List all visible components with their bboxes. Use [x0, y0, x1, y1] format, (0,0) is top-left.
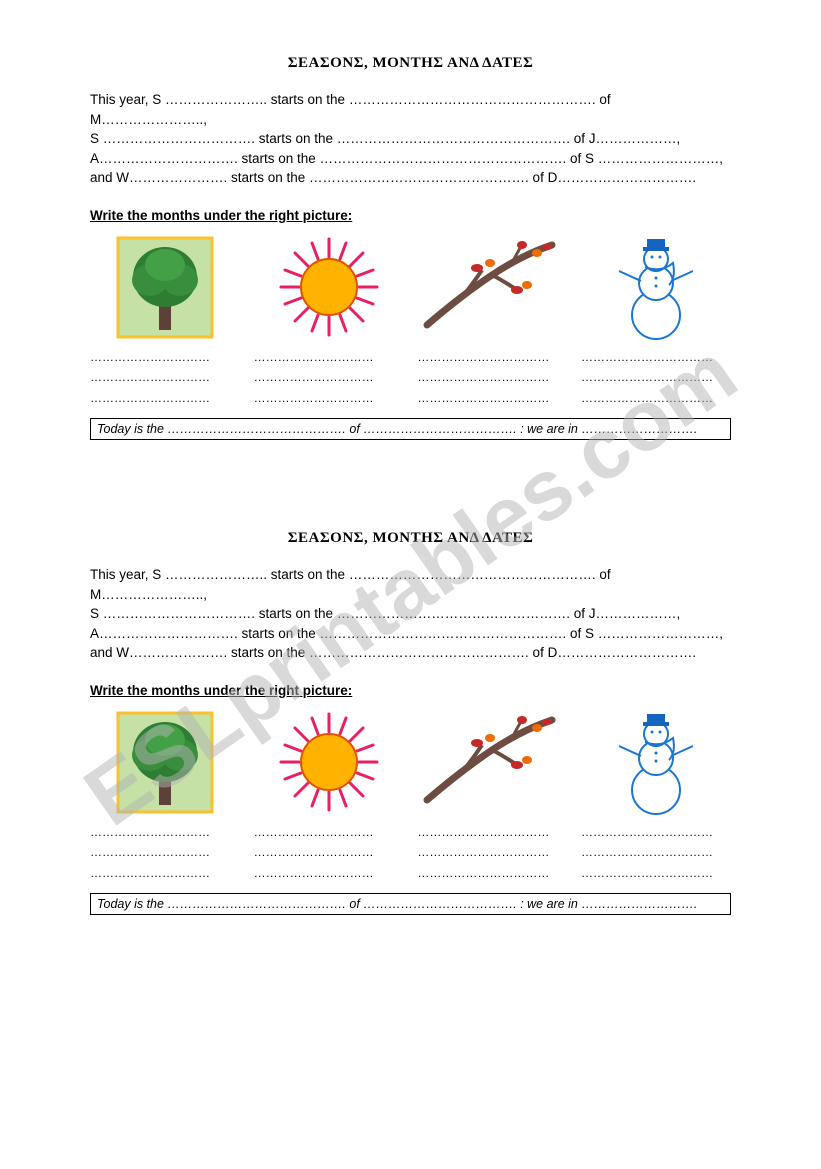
fill-line-2: S ……………………………. starts on the ………………………………: [90, 129, 731, 149]
blank-line: …………………………: [90, 367, 240, 387]
blank-line: ……………………………: [581, 863, 731, 883]
blank-line: …………………………: [254, 367, 404, 387]
blank-line: ……………………………: [417, 822, 567, 842]
summer-sun-icon: [274, 233, 384, 343]
today-box: Today is the ……………………………………. of ………………………: [90, 893, 731, 915]
answer-lines-autumn: …………………………… …………………………… ……………………………: [417, 347, 567, 408]
fill-in-paragraph: This year, S ………………….. starts on the …………: [90, 565, 731, 663]
answer-lines-winter: …………………………… …………………………… ……………………………: [581, 347, 731, 408]
blank-line: ……………………………: [581, 822, 731, 842]
worksheet-block-2: ΣΕΑΣΟΝΣ, ΜΟΝΤΗΣ ΑΝΔ ΔΑΤΕΣ This year, S ……: [90, 530, 731, 915]
picture-cell-winter: …………………………… …………………………… ……………………………: [581, 233, 731, 408]
blank-line: …………………………: [90, 842, 240, 862]
pictures-row: ………………………… ………………………… …………………………: [90, 233, 731, 408]
answer-lines-spring: ………………………… ………………………… …………………………: [90, 822, 240, 883]
fill-line-1: This year, S ………………….. starts on the …………: [90, 90, 731, 129]
instruction-text: Write the months under the right picture…: [90, 683, 731, 698]
fill-line-1: This year, S ………………….. starts on the …………: [90, 565, 731, 604]
picture-cell-autumn: …………………………… …………………………… ……………………………: [417, 708, 567, 883]
blank-line: ……………………………: [417, 842, 567, 862]
answer-lines-summer: ………………………… ………………………… …………………………: [254, 822, 404, 883]
blank-line: ……………………………: [417, 367, 567, 387]
picture-cell-winter: …………………………… …………………………… ……………………………: [581, 708, 731, 883]
answer-lines-autumn: …………………………… …………………………… ……………………………: [417, 822, 567, 883]
blank-line: ……………………………: [581, 388, 731, 408]
blank-line: …………………………: [254, 863, 404, 883]
answer-lines-winter: …………………………… …………………………… ……………………………: [581, 822, 731, 883]
blank-line: ……………………………: [417, 347, 567, 367]
blank-line: …………………………: [90, 863, 240, 883]
fill-line-4: and W…………………. starts on the …………………………………: [90, 168, 731, 188]
worksheet-block-1: ΣΕΑΣΟΝΣ, ΜΟΝΤΗΣ ΑΝΔ ΔΑΤΕΣ This year, S ……: [90, 55, 731, 440]
picture-cell-spring: ………………………… ………………………… …………………………: [90, 708, 240, 883]
spring-tree-icon: [115, 233, 215, 343]
blank-line: …………………………: [254, 388, 404, 408]
summer-sun-icon: [274, 708, 384, 818]
autumn-branch-icon: [422, 233, 562, 343]
winter-snowman-icon: [601, 233, 711, 343]
blank-line: …………………………: [254, 347, 404, 367]
fill-in-paragraph: This year, S ………………….. starts on the …………: [90, 90, 731, 188]
spring-tree-icon: [115, 708, 215, 818]
worksheet-title: ΣΕΑΣΟΝΣ, ΜΟΝΤΗΣ ΑΝΔ ΔΑΤΕΣ: [90, 530, 731, 547]
blank-line: ……………………………: [581, 347, 731, 367]
blank-line: ……………………………: [581, 367, 731, 387]
instruction-text: Write the months under the right picture…: [90, 208, 731, 223]
blank-line: …………………………: [90, 822, 240, 842]
blank-line: ……………………………: [417, 863, 567, 883]
blank-line: …………………………: [254, 822, 404, 842]
fill-line-3: A…………………………. starts on the ……………………………………: [90, 149, 731, 169]
autumn-branch-icon: [422, 708, 562, 818]
fill-line-2: S ……………………………. starts on the ………………………………: [90, 604, 731, 624]
fill-line-3: A…………………………. starts on the ……………………………………: [90, 624, 731, 644]
winter-snowman-icon: [601, 708, 711, 818]
blank-line: …………………………: [254, 842, 404, 862]
answer-lines-spring: ………………………… ………………………… …………………………: [90, 347, 240, 408]
picture-cell-spring: ………………………… ………………………… …………………………: [90, 233, 240, 408]
picture-cell-summer: ………………………… ………………………… …………………………: [254, 233, 404, 408]
blank-line: …………………………: [90, 388, 240, 408]
fill-line-4: and W…………………. starts on the …………………………………: [90, 643, 731, 663]
blank-line: ……………………………: [581, 842, 731, 862]
worksheet-title: ΣΕΑΣΟΝΣ, ΜΟΝΤΗΣ ΑΝΔ ΔΑΤΕΣ: [90, 55, 731, 72]
blank-line: …………………………: [90, 347, 240, 367]
today-box: Today is the ……………………………………. of ………………………: [90, 418, 731, 440]
answer-lines-summer: ………………………… ………………………… …………………………: [254, 347, 404, 408]
picture-cell-summer: ………………………… ………………………… …………………………: [254, 708, 404, 883]
page: ΣΕΑΣΟΝΣ, ΜΟΝΤΗΣ ΑΝΔ ΔΑΤΕΣ This year, S ……: [0, 0, 821, 1015]
blank-line: ……………………………: [417, 388, 567, 408]
picture-cell-autumn: …………………………… …………………………… ……………………………: [417, 233, 567, 408]
pictures-row: ………………………… ………………………… …………………………: [90, 708, 731, 883]
